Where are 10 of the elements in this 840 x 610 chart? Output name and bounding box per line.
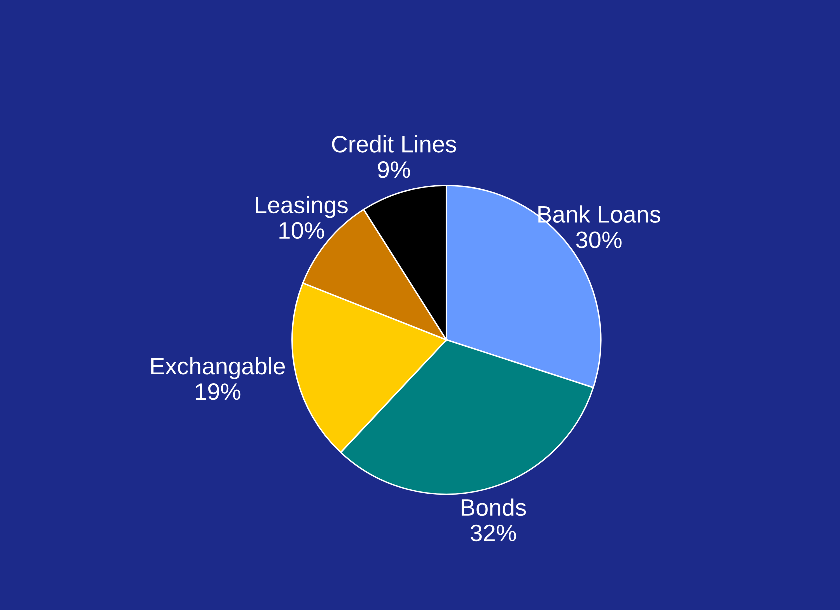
data-label: 10% [280, 222, 324, 240]
data-label: 30% [576, 232, 622, 248]
data-label: 9% [378, 162, 410, 178]
slice-label: Credit Lines [332, 135, 456, 153]
slice-label: Leasings [256, 196, 348, 218]
slice-label: Bank Loans [538, 206, 661, 223]
slice-label: Bonds [462, 498, 526, 516]
data-label: 32% [470, 524, 516, 542]
slice-label: Exchangable [152, 357, 286, 380]
data-label: 19% [196, 384, 241, 400]
